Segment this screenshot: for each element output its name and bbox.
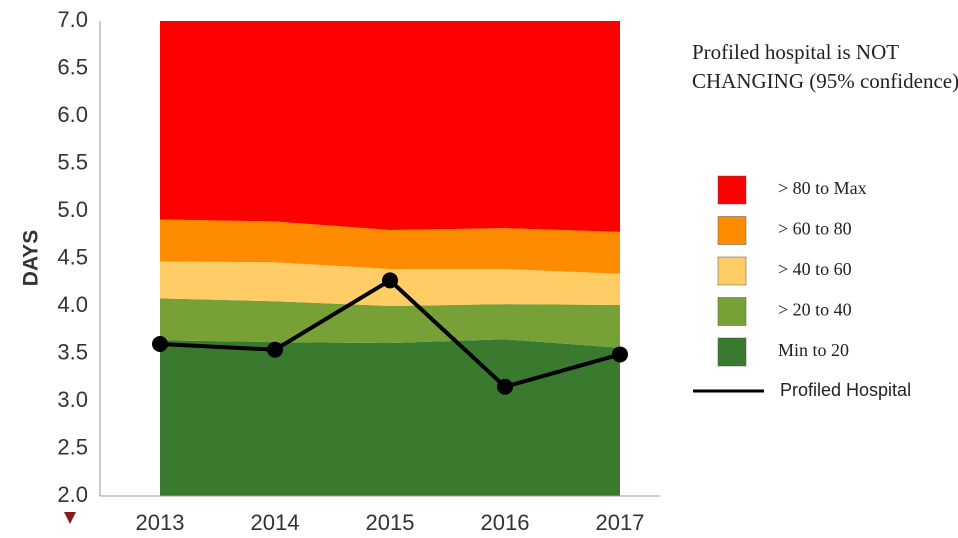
line-point [267, 341, 283, 358]
marker-icon [64, 512, 76, 524]
area-band [160, 219, 620, 274]
line-point [382, 272, 398, 289]
y-tick-label: 3.0 [57, 387, 88, 412]
y-tick-label: 2.0 [57, 482, 88, 507]
legend-label: > 40 to 60 [778, 259, 852, 279]
legend-swatch [717, 297, 747, 326]
y-tick-label: 5.5 [57, 149, 88, 174]
area-band [160, 298, 620, 348]
x-tick-label: 2013 [136, 510, 185, 535]
legend-label: > 80 to Max [778, 178, 867, 198]
line-point [497, 378, 513, 395]
legend-swatch [717, 216, 747, 245]
legend-swatch [717, 256, 747, 286]
line-point [612, 346, 628, 363]
y-tick-label: 2.5 [57, 434, 88, 459]
line-point [152, 336, 168, 352]
y-tick-label: 4.0 [57, 292, 88, 317]
plot-area [160, 21, 620, 496]
area-band [160, 339, 620, 496]
x-tick-label: 2016 [481, 510, 530, 535]
x-tick-label: 2017 [596, 510, 645, 535]
legend-label: Min to 20 [778, 340, 849, 360]
y-tick-label: 7.0 [57, 7, 88, 32]
y-axis-label: DAYS [20, 230, 43, 286]
legend-label: Profiled Hospital [780, 380, 911, 400]
legend-label: > 60 to 80 [778, 219, 852, 239]
x-tick-label: 2015 [366, 510, 415, 535]
y-tick-label: 4.5 [57, 244, 88, 269]
x-tick-label: 2014 [251, 510, 300, 535]
y-tick-label: 6.0 [57, 102, 88, 127]
legend-label: > 20 to 40 [778, 300, 852, 320]
y-tick-label: 3.5 [57, 339, 88, 364]
legend-swatch [717, 337, 747, 367]
legend-swatch [717, 175, 747, 205]
area-band [160, 21, 620, 232]
y-tick-label: 5.0 [57, 197, 88, 222]
annotation: Profiled hospital is NOT CHANGING (95% c… [692, 40, 958, 93]
y-tick-label: 6.5 [57, 54, 88, 79]
